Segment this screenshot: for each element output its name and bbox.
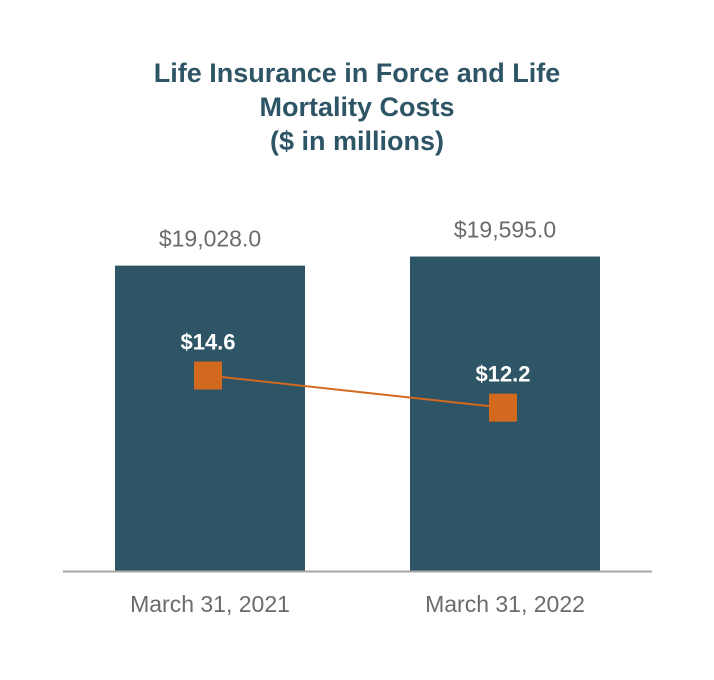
bar-1 bbox=[115, 265, 305, 571]
mortality-cost-line bbox=[207, 374, 504, 409]
x-tick-label-1: March 31, 2021 bbox=[130, 591, 290, 617]
bar-value-label-2: $19,595.0 bbox=[454, 217, 556, 243]
line-marker-1 bbox=[194, 361, 222, 390]
bar-value-label-1: $19,028.0 bbox=[159, 226, 261, 252]
line-value-label-1: $14.6 bbox=[180, 330, 235, 355]
chart-title-line-2: Mortality Costs bbox=[259, 92, 455, 122]
chart-title-line-1: Life Insurance in Force and Life bbox=[153, 58, 561, 88]
line-marker-2 bbox=[489, 393, 517, 422]
line-value-label-2: $12.2 bbox=[475, 362, 530, 387]
x-tick-label-2: March 31, 2022 bbox=[425, 591, 585, 617]
chart-title-line-3: ($ in millions) bbox=[269, 126, 444, 156]
chart-title: Life Insurance in Force and Life Mortali… bbox=[0, 56, 714, 158]
